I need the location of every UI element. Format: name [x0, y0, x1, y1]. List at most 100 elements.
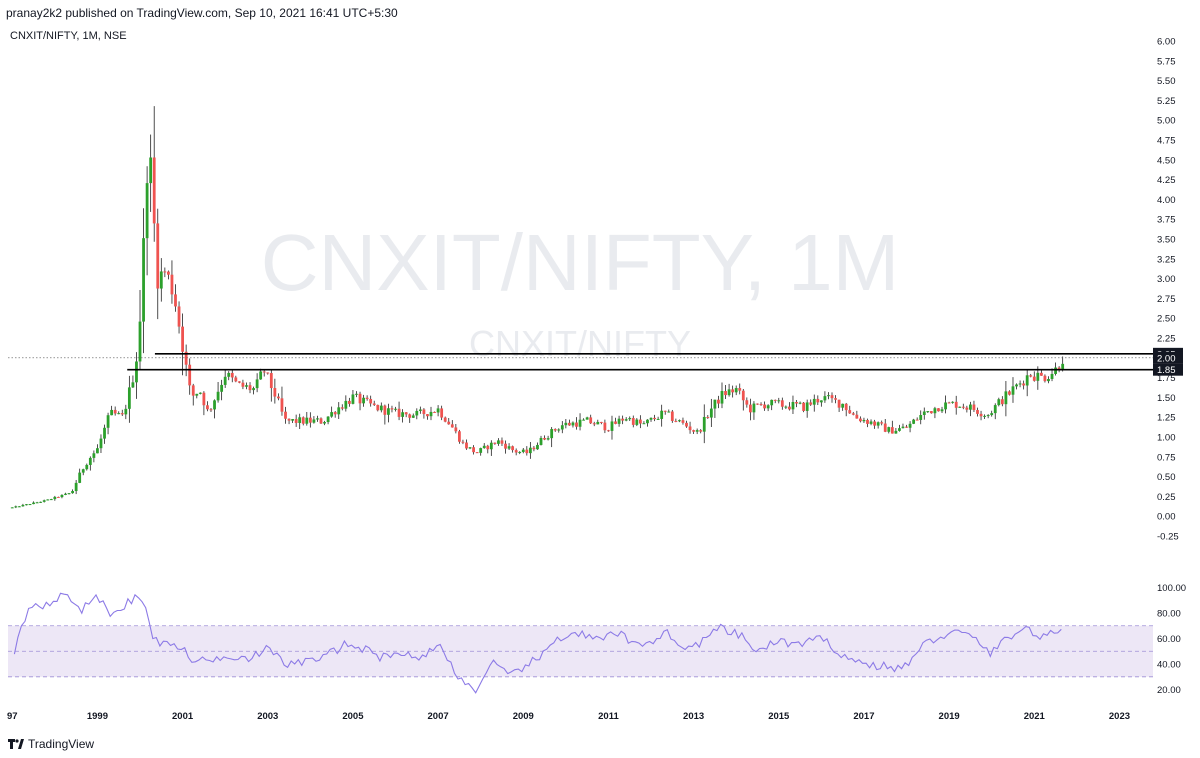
price-candle — [507, 446, 511, 449]
price-candle — [1061, 363, 1065, 370]
price-candle — [245, 385, 248, 387]
price-candle — [986, 415, 990, 417]
price-candle — [262, 371, 266, 373]
price-candle — [954, 401, 958, 408]
price-candle — [1057, 367, 1061, 370]
price-candle — [912, 419, 916, 424]
price-candle — [369, 398, 373, 404]
price-candle — [678, 420, 681, 422]
price-candle — [49, 499, 53, 501]
price-tick-label: 4.50 — [1157, 155, 1176, 166]
rsi-line-group — [13, 592, 1062, 694]
price-candle — [958, 406, 962, 408]
time-axis[interactable]: 97 1999 2001 2003 2005 2007 2009 2011 2013 2015 20… — [7, 711, 1130, 722]
price-candle — [713, 399, 717, 409]
price-tick-label: 5.50 — [1157, 76, 1176, 87]
price-candle — [220, 384, 224, 392]
price-candle — [184, 351, 188, 365]
price-candle — [780, 400, 784, 407]
price-candle — [997, 399, 1001, 406]
price-axis[interactable]: 6.00 5.75 5.50 5.25 5.00 4.75 4.50 4.25 4.00 3.75… — [1153, 37, 1183, 543]
price-candle — [39, 501, 43, 503]
price-candle — [557, 429, 561, 431]
price-candle — [394, 408, 397, 410]
price-candle — [585, 417, 589, 420]
price-candle — [830, 395, 834, 399]
rsi-tick-label: 40.00 — [1157, 660, 1181, 671]
price-candle — [301, 417, 305, 424]
price-candle — [294, 419, 298, 423]
price-candle — [465, 442, 468, 449]
price-candle — [390, 408, 394, 410]
price-candle — [642, 423, 646, 425]
price-candle — [546, 438, 550, 440]
price-candle — [195, 393, 199, 396]
price-candle — [745, 400, 749, 405]
price-candle — [514, 450, 518, 453]
price-candle — [784, 406, 788, 408]
rsi-panel — [8, 625, 1153, 678]
price-candle — [805, 402, 809, 411]
price-candle — [578, 419, 582, 427]
price-tick-label: 2.50 — [1157, 314, 1176, 325]
price-candle — [788, 406, 791, 410]
horizontal-levels[interactable] — [8, 353, 1155, 371]
last-price-tag — [1153, 351, 1183, 364]
price-candle — [174, 294, 177, 307]
price-candle — [848, 410, 852, 414]
price-candle — [550, 429, 554, 439]
price-tick-label: 4.75 — [1157, 136, 1176, 147]
price-candle — [14, 506, 18, 508]
price-candle — [411, 415, 415, 418]
price-candle — [720, 391, 724, 404]
price-candle — [802, 402, 806, 411]
price-candle — [472, 447, 475, 453]
price-candle — [748, 404, 752, 413]
price-candle — [837, 399, 841, 408]
price-candle — [266, 372, 270, 374]
time-tick-label: 2009 — [513, 711, 534, 722]
price-tick-label: 2.25 — [1157, 334, 1176, 345]
rsi-tick-label: 80.00 — [1157, 608, 1181, 619]
rsi-tick-label: 20.00 — [1157, 685, 1181, 696]
price-candle — [1011, 386, 1015, 395]
price-candle — [223, 376, 227, 385]
price-candle — [291, 419, 295, 421]
footer-brand-text: TradingView — [28, 737, 95, 751]
price-candle — [717, 399, 720, 404]
price-candle — [468, 447, 472, 449]
price-tick-label: 6.00 — [1157, 37, 1176, 48]
price-candle — [213, 400, 216, 410]
price-candle — [64, 493, 67, 495]
time-tick-label: 2013 — [683, 711, 704, 722]
price-candle — [340, 407, 344, 409]
price-candle — [344, 400, 348, 409]
price-candle — [812, 398, 816, 405]
price-candle — [951, 401, 955, 403]
price-candle — [159, 271, 163, 289]
price-candle — [929, 411, 933, 414]
time-tick-label: 2015 — [768, 711, 790, 722]
price-candle — [379, 405, 383, 411]
time-tick-label: 2003 — [257, 711, 278, 722]
footer-branding[interactable]: TradingView — [8, 737, 94, 751]
price-candle — [486, 445, 490, 450]
price-candle — [1025, 375, 1029, 386]
price-candle — [124, 408, 128, 415]
price-candle — [312, 419, 316, 423]
price-candle — [933, 408, 937, 414]
price-candle — [323, 422, 326, 424]
price-candle — [376, 404, 380, 411]
price-candle — [418, 409, 422, 411]
price-candle — [17, 506, 21, 508]
price-candle — [347, 400, 351, 404]
price-candle — [131, 382, 135, 388]
price-candle — [521, 449, 525, 452]
price-candle — [156, 223, 160, 289]
time-tick-label: 2017 — [853, 711, 874, 722]
price-candle — [692, 430, 696, 432]
price-candle — [965, 407, 969, 410]
price-candle — [113, 409, 117, 414]
price-candle — [898, 428, 901, 431]
